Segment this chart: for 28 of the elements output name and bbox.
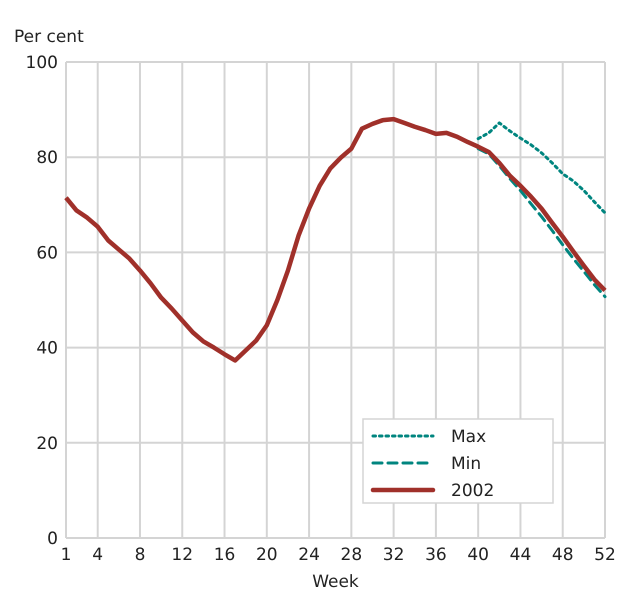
x-tick-label: 16: [214, 545, 236, 565]
x-tick-label: 12: [171, 545, 194, 565]
x-tick-label: 44: [510, 545, 532, 565]
legend-label: Min: [451, 454, 482, 474]
y-axis-title: Per cent: [14, 27, 84, 47]
x-tick-label: 4: [92, 545, 104, 565]
legend-label: 2002: [451, 480, 494, 501]
y-tick-label: 20: [36, 434, 58, 454]
x-tick-label: 20: [256, 545, 278, 565]
y-tick-label: 100: [26, 52, 58, 73]
y-tick-label: 80: [36, 148, 58, 168]
x-tick-label: 28: [340, 545, 362, 565]
line-series: [476, 121, 606, 214]
x-tick-label: 40: [467, 545, 489, 565]
x-tick-label: 52: [594, 545, 616, 565]
y-tick-label: 60: [36, 243, 58, 264]
x-axis-title: Week: [312, 572, 359, 592]
x-tick-label: 1: [60, 545, 72, 565]
line-series: [64, 116, 608, 363]
x-tick-label: 24: [298, 545, 320, 565]
x-tick-label: 8: [134, 545, 146, 565]
legend-label: Max: [451, 426, 486, 447]
x-tick-label: 36: [425, 545, 447, 565]
y-tick-label: 40: [36, 338, 58, 359]
line-series: [476, 147, 606, 298]
x-tick-label: 48: [552, 545, 574, 565]
x-tick-label: 32: [382, 545, 404, 565]
y-tick-label: 0: [47, 528, 58, 549]
